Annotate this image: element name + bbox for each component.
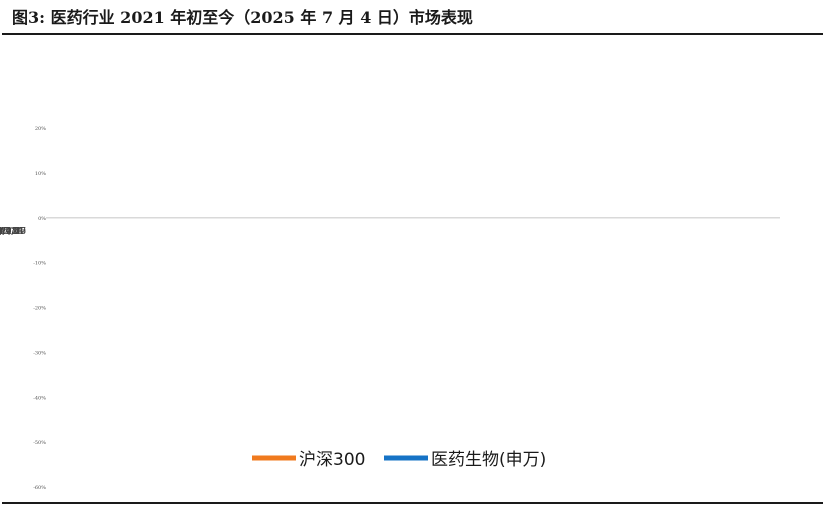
x-tick-label: 2021/10/25: [0, 227, 26, 237]
title-rule: [2, 33, 823, 35]
x-tick-label: 2024/2/5: [0, 227, 20, 237]
x-tick-label: 2022/12/27: [0, 227, 26, 237]
x-tick-label: 2023/7/18: [0, 227, 23, 237]
y-tick-label: -40%: [33, 395, 46, 401]
bottom-rule: [2, 502, 823, 504]
y-tick-label: 10%: [35, 171, 46, 177]
x-tick-label: 2023/10/26: [0, 227, 26, 237]
x-tick-label: 2023/4/7: [0, 227, 20, 237]
x-axis-tick-labels: 2021/1/42021/6/242021/10/252022/2/72022/…: [0, 227, 26, 237]
legend-label-pharma: 医药生物(申万): [431, 450, 546, 470]
x-tick-label: 2022/9/1: [0, 227, 20, 237]
x-tick-label: 2021/6/24: [0, 227, 23, 237]
figure-title: 图3: 医药行业 2021 年初至今（2025 年 7 月 4 日）市场表现: [12, 8, 473, 27]
y-axis-tick-labels: 20% 10% 0% -10% -20% -30% -40% -50% -60%: [33, 126, 46, 491]
legend: 沪深300 医药生物(申万): [252, 450, 546, 470]
x-tick-label: 2022/5/23: [0, 227, 23, 237]
x-tick-label: 2025/4/6: [0, 227, 20, 237]
legend-label-hs300: 沪深300: [299, 450, 365, 470]
y-tick-label: 0%: [38, 216, 46, 222]
x-tick-label: 2024/12/19: [0, 227, 26, 237]
y-tick-label: -50%: [33, 440, 46, 446]
y-tick-label: 20%: [35, 126, 46, 132]
y-tick-label: -30%: [33, 350, 46, 356]
y-tick-label: -20%: [33, 306, 46, 312]
x-tick-label: 2024/5/24: [0, 227, 23, 237]
x-tick-label: 2024/9/3: [0, 227, 20, 237]
x-tick-label: 2021/1/4: [0, 227, 20, 237]
y-tick-label: -10%: [33, 261, 46, 267]
x-tick-label: 2022/2/7: [0, 227, 20, 237]
y-tick-label: -60%: [33, 485, 46, 491]
